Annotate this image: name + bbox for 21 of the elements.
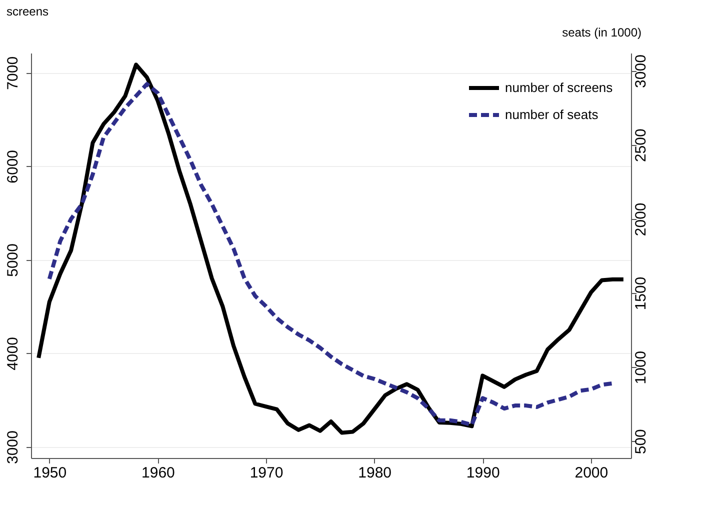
x-tick-label: 1960 — [142, 464, 175, 482]
x-tick-label: 1980 — [358, 464, 392, 482]
legend-label: number of screens — [505, 80, 614, 95]
y-tick-label: 4000 — [4, 337, 22, 370]
y2-axis-title: seats (in 1000) — [562, 26, 642, 40]
y-tick-label: 3000 — [4, 430, 22, 464]
y2-tick-label: 2500 — [632, 128, 650, 162]
y-tick-label: 7000 — [4, 56, 22, 90]
y2-tick-label: 1000 — [632, 350, 650, 384]
y-axis-title: screens — [6, 4, 49, 18]
x-tick-label: 1990 — [466, 464, 500, 482]
x-tick-label: 1970 — [250, 464, 284, 482]
y2-tick-label: 500 — [632, 429, 650, 454]
y2-tick-label: 2000 — [632, 202, 650, 236]
x-tick-label: 1950 — [33, 464, 67, 482]
y2-tick-label: 1500 — [632, 276, 650, 310]
y-tick-label: 6000 — [4, 150, 22, 184]
legend-label: number of seats — [505, 107, 599, 122]
x-tick-label: 2000 — [574, 464, 608, 482]
y-tick-label: 5000 — [4, 244, 22, 277]
y2-tick-label: 3000 — [632, 54, 650, 88]
